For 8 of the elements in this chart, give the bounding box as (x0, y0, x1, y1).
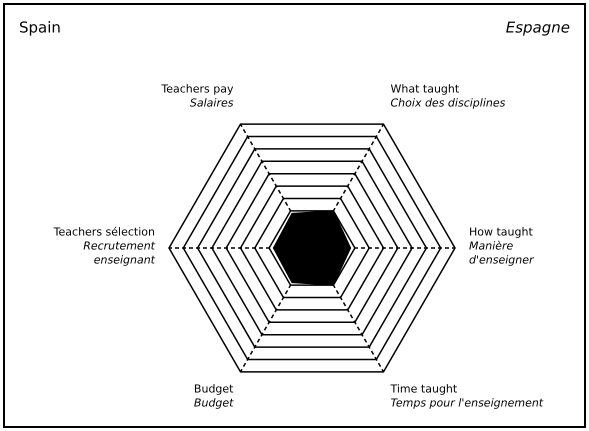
spoke-label: What taught Choix des disciplines (390, 82, 506, 110)
spoke-label: How taught Manière d'enseigner (469, 225, 536, 266)
spoke-label: Teachers pay Salaires (160, 82, 234, 110)
chart-title: Spain (19, 18, 61, 36)
spoke-label: Time taught Temps pour l'enseignement (390, 382, 544, 410)
chart-subtitle: Espagne (506, 18, 570, 36)
spoke-label: Teachers sélection Recrutement enseignant (52, 225, 156, 266)
spoke-label: Budget Budget (194, 382, 234, 410)
